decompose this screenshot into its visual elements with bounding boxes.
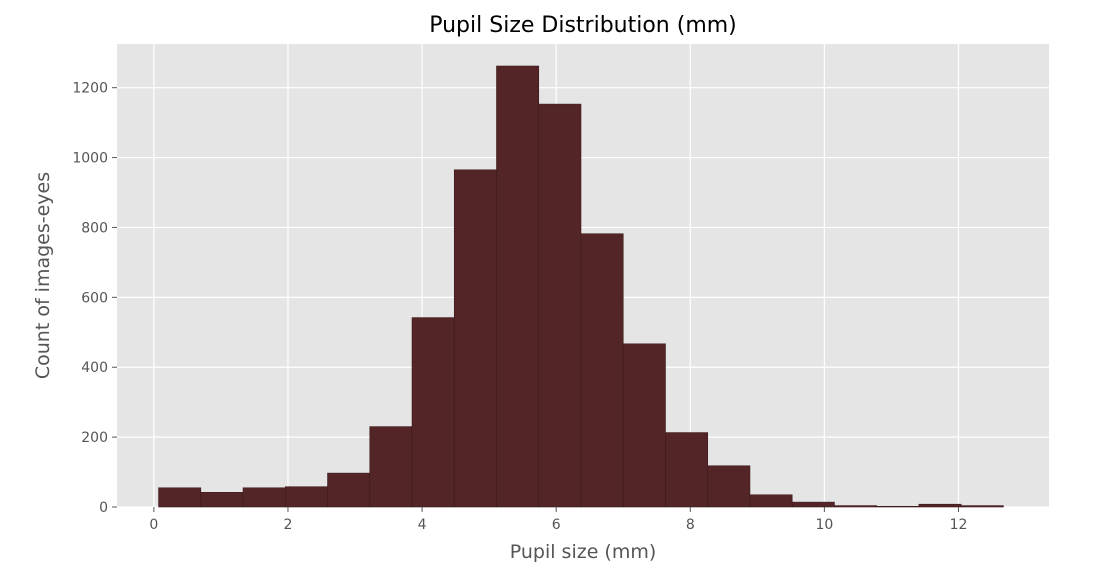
y-axis-label: Count of images-eyes — [32, 172, 54, 379]
histogram-bar — [622, 343, 666, 508]
histogram-bar — [158, 487, 202, 508]
y-tick-label: 400 — [81, 360, 108, 376]
histogram-bar — [538, 103, 582, 508]
chart-title: Pupil Size Distribution (mm) — [429, 13, 737, 38]
y-tick-label: 1000 — [72, 151, 108, 167]
x-tick-label: 2 — [284, 517, 293, 533]
x-tick-label: 10 — [815, 517, 833, 533]
y-tick-label: 600 — [81, 290, 108, 306]
histogram-bar — [707, 465, 751, 508]
histogram-bar — [496, 65, 540, 508]
histogram-bar — [876, 506, 920, 508]
histogram-bar — [749, 494, 793, 508]
x-tick-label: 8 — [686, 517, 695, 533]
histogram-bar — [834, 505, 877, 508]
histogram-bar — [284, 486, 328, 508]
axes: 0 2 4 6 8 10 12 0 200 400 600 800 1000 1200 — [72, 81, 967, 533]
y-tick-label: 1200 — [72, 81, 108, 97]
x-tick-label: 12 — [950, 517, 968, 533]
x-axis-label: Pupil size (mm) — [510, 541, 657, 563]
x-tick-label: 4 — [418, 517, 427, 533]
y-tick-label: 800 — [81, 220, 108, 236]
histogram-bar — [918, 503, 962, 508]
histogram-bar — [665, 432, 709, 508]
y-tick-label: 200 — [81, 430, 108, 446]
histogram-bar — [411, 317, 455, 508]
histogram-bar — [791, 501, 835, 508]
histogram-bars — [158, 65, 1004, 508]
y-tick-label: 0 — [99, 500, 108, 516]
x-tick-label: 0 — [149, 517, 158, 533]
histogram-bar — [960, 505, 1004, 508]
histogram-bar — [580, 233, 624, 508]
x-tick-label: 6 — [552, 517, 561, 533]
histogram-bar — [327, 472, 371, 508]
histogram-bar — [200, 492, 244, 508]
histogram-bar — [453, 169, 497, 508]
histogram-bar — [242, 487, 286, 508]
histogram-bar — [369, 426, 413, 508]
